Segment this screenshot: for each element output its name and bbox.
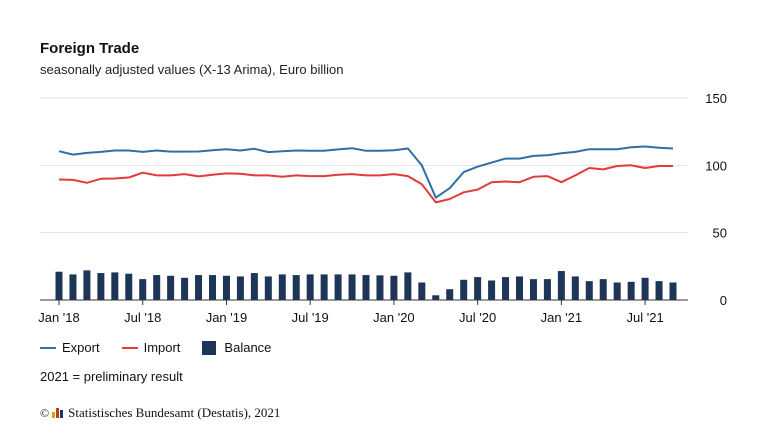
legend-label-import: Import (143, 340, 181, 355)
x-tick-label: Jan '21 (541, 310, 583, 325)
foreign-trade-chart: 0 50 100 150 Jan '18 Jul '18 Jan '19 Jul '19 Jan… (38, 91, 727, 325)
balance-bar (390, 275, 398, 300)
balance-swatch (202, 340, 217, 355)
balance-bar (111, 272, 119, 300)
balance-bar (97, 273, 105, 300)
balance-bar (557, 271, 565, 300)
x-tick-label: Jul '20 (459, 310, 496, 325)
axis-layer: 0 50 100 150 Jan '18 Jul '18 Jan '19 Jul '19 Jan… (38, 91, 727, 325)
copyright-icon: © (40, 405, 50, 420)
x-tick-label: Jul '21 (627, 310, 664, 325)
balance-bar (432, 295, 440, 300)
balance-bar (153, 275, 161, 300)
balance-bar (529, 279, 537, 300)
balance-bar (488, 280, 496, 300)
balance-bar (404, 272, 412, 300)
export-line (58, 145, 674, 199)
legend-label-export: Export (62, 340, 100, 355)
preliminary-note: 2021 = preliminary result (40, 369, 183, 384)
destatis-logo-icon (52, 408, 64, 418)
legend-label-balance: Balance (224, 340, 272, 355)
balance-bar (250, 273, 258, 300)
balance-bar (264, 276, 272, 300)
balance-bar (627, 281, 635, 300)
line-series (58, 145, 674, 204)
legend: Export Import Balance (40, 340, 293, 355)
balance-bar (585, 281, 593, 300)
balance-bar (571, 276, 579, 300)
balance-bar (655, 281, 663, 300)
balance-bar (641, 277, 649, 300)
x-tick-label: Jan '18 (38, 310, 80, 325)
x-tick-label: Jan '19 (206, 310, 248, 325)
balance-bar (460, 279, 468, 300)
balance-bar (474, 277, 482, 300)
grid-layer (40, 97, 688, 234)
balance-bar (83, 270, 91, 300)
balance-bar (292, 275, 300, 300)
chart-title: Foreign Trade (40, 40, 140, 57)
balance-bar (167, 275, 175, 300)
balance-bar (334, 274, 342, 300)
balance-bar (669, 282, 677, 300)
balance-bar (613, 282, 621, 300)
balance-bar (348, 274, 356, 300)
balance-bar (181, 277, 189, 300)
y-tick-label: 50 (713, 226, 727, 241)
source-text: Statistisches Bundesamt (Destatis), 2021 (68, 405, 281, 420)
balance-bar (446, 289, 454, 300)
balance-bar (222, 275, 230, 300)
x-tick-label: Jul '19 (292, 310, 329, 325)
balance-bar (418, 282, 426, 300)
balance-bar (306, 274, 314, 300)
chart-subtitle: seasonally adjusted values (X-13 Arima),… (40, 62, 344, 77)
legend-item-export[interactable]: Export (40, 340, 100, 355)
balance-bars (55, 270, 677, 300)
balance-bar (320, 274, 328, 300)
balance-bar (278, 274, 286, 300)
balance-bar (502, 277, 510, 300)
balance-bar (195, 275, 203, 300)
source-credit: © Statistisches Bundesamt (Destatis), 20… (40, 405, 280, 421)
balance-bar (362, 275, 370, 300)
legend-item-import[interactable]: Import (121, 340, 181, 355)
balance-bar (516, 276, 523, 300)
balance-bar (543, 279, 551, 300)
x-tick-label: Jul '18 (124, 310, 161, 325)
import-swatch (121, 346, 138, 349)
x-tick-label: Jan '20 (373, 310, 415, 325)
y-tick-label: 0 (720, 293, 727, 308)
balance-bar (69, 274, 77, 300)
export-swatch (40, 346, 56, 349)
legend-item-balance[interactable]: Balance (202, 340, 271, 355)
import-line (58, 164, 673, 204)
balance-bar (55, 271, 63, 300)
y-tick-label: 150 (705, 91, 727, 106)
balance-bar (376, 275, 384, 300)
balance-bar (236, 276, 244, 300)
balance-bar (599, 279, 607, 300)
balance-bar (139, 279, 147, 300)
y-tick-label: 100 (705, 158, 727, 173)
balance-bar (209, 275, 216, 300)
balance-bar (125, 273, 133, 300)
